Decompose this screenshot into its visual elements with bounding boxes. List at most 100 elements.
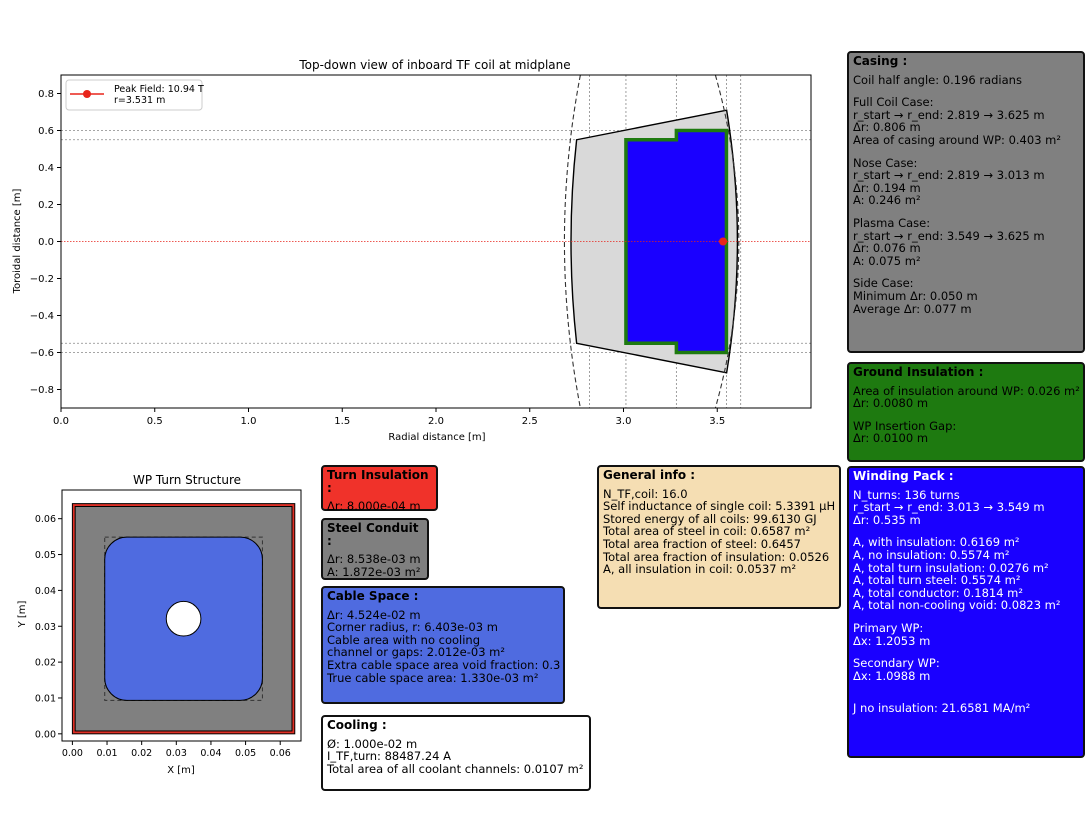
legend: Peak Field: 10.94 T r=3.531 m	[65, 79, 204, 111]
main-plot-ticks: 0.0 0.5 1.0 1.5 2.0 2.5 3.0 3.5 0.8 0.6 0.4 0.2 0.0 −…	[30, 89, 726, 427]
y-tick-label: 0.01	[35, 693, 56, 704]
nose-case-title: Nose Case:	[853, 155, 918, 170]
legend-label: r=3.531 m	[114, 95, 165, 106]
wp-plot-xlabel: X [m]	[167, 765, 195, 776]
general-insulation-area: A, all insulation in coil: 0.0537 m²	[603, 562, 797, 577]
plasma-case-dr: Δr: 0.076 m	[853, 241, 921, 256]
y-tick-label: −0.8	[30, 385, 54, 396]
wp-plot-frame	[61, 489, 302, 742]
secondary-wp-dx: Δx: 1.0988 m	[853, 668, 931, 683]
steel-conduit-area: A: 1.872e-03 m²	[327, 564, 421, 579]
x-tick-label: 0.04	[200, 748, 221, 759]
primary-wp-dx: Δx: 1.2053 m	[853, 633, 931, 648]
secondary-wp-title: Secondary WP:	[853, 656, 940, 671]
general-energy: Stored energy of all coils: 99.6130 GJ	[603, 511, 817, 526]
x-tick-label: 0.00	[62, 748, 83, 759]
y-tick-label: 0.2	[38, 200, 54, 211]
main-plot-ylabel: Toroidal distance [m]	[12, 188, 23, 294]
x-tick-label: 1.0	[241, 416, 257, 427]
nose-case-r: r_start → r_end: 2.819 → 3.013 m	[853, 168, 1045, 183]
primary-wp-title: Primary WP:	[853, 620, 924, 635]
legend-label: Peak Field: 10.94 T	[114, 84, 204, 95]
nose-case-dr: Δr: 0.194 m	[853, 180, 921, 195]
cable-space-shape	[104, 536, 263, 701]
turn-insulation-title: Turn Insulation :	[327, 468, 429, 495]
ground-area: Area of insulation around WP: 0.026 m²	[853, 383, 1080, 398]
x-tick-label: 3.0	[616, 416, 632, 427]
casing-panel: Casing : Coil half angle: 0.196 radians …	[847, 51, 1085, 353]
side-case-min: Minimum Δr: 0.050 m	[853, 288, 978, 303]
general-info-panel: General info : N_TF,coil: 16.0 Self indu…	[597, 465, 841, 609]
turn-insulation-panel: Turn Insulation : Δr: 8.000e-04 m	[321, 465, 438, 514]
cable-area-line2: channel or gaps: 2.012e-03 m²	[327, 645, 505, 660]
steel-conduit-dr: Δr: 8.538e-03 m	[327, 552, 421, 567]
x-tick-label: 0.02	[131, 748, 152, 759]
inner-radius-arc	[563, 74, 581, 409]
wp-plot-ylabel: Y [m]	[17, 600, 28, 628]
cable-space-bound	[104, 536, 263, 701]
cable-space-dr: Δr: 4.524e-02 m	[327, 607, 421, 622]
general-n-coils: N_TF,coil: 16.0	[603, 486, 688, 501]
nose-case-area: A: 0.246 m²	[853, 193, 921, 208]
cooling-area: Total area of all coolant channels: 0.01…	[327, 761, 584, 776]
ground-title: Ground Insulation :	[853, 365, 984, 379]
y-tick-label: 0.4	[38, 163, 54, 174]
x-tick-label: 3.5	[709, 416, 725, 427]
winding-turn-ins: A, total turn insulation: 0.0276 m²	[853, 560, 1049, 575]
x-tick-label: 2.0	[428, 416, 444, 427]
full-case-area: Area of casing around WP: 0.403 m²	[853, 132, 1061, 147]
casing-title: Casing :	[853, 54, 908, 68]
cable-space-title: Cable Space :	[327, 589, 419, 603]
x-tick-label: 2.5	[522, 416, 538, 427]
cooling-panel: Cooling : Ø: 1.000e-02 m I_TF,turn: 8848…	[321, 715, 591, 791]
cable-space-panel: Cable Space : Δr: 4.524e-02 m Corner rad…	[321, 586, 565, 704]
main-plot-xlabel: Radial distance [m]	[388, 432, 485, 443]
turn-insulation-dr: Δr: 8.000e-04 m	[327, 499, 421, 514]
main-plot: Top-down view of inboard TF coil at midp…	[12, 58, 812, 443]
x-tick-label: 0.5	[147, 416, 163, 427]
x-tick-label: 0.05	[235, 748, 256, 759]
winding-pack-panel: Winding Pack : N_turns: 136 turns r_star…	[847, 466, 1085, 758]
plasma-case-area: A: 0.075 m²	[853, 253, 921, 268]
cable-void-fraction: Extra cable space area void fraction: 0.…	[327, 657, 561, 672]
insertion-gap-dr: Δr: 0.0100 m	[853, 431, 929, 446]
main-plot-title: Top-down view of inboard TF coil at midp…	[298, 58, 570, 72]
y-tick-label: 0.8	[38, 89, 54, 100]
y-tick-label: −0.4	[30, 311, 54, 322]
wp-plot-area	[71, 503, 296, 735]
y-tick-label: 0.05	[35, 550, 56, 561]
legend-marker	[83, 90, 91, 98]
peak-field-point	[719, 237, 728, 246]
winding-void: A, total non-cooling void: 0.0823 m²	[853, 598, 1061, 613]
plasma-case-r: r_start → r_end: 3.549 → 3.625 m	[853, 228, 1045, 243]
turn-insulation-shape	[71, 503, 296, 735]
winding-turns: N_turns: 136 turns	[853, 487, 960, 502]
winding-conductor: A, total conductor: 0.1814 m²	[853, 585, 1023, 600]
y-tick-label: 0.6	[38, 126, 54, 137]
wp-plot-title: WP Turn Structure	[133, 473, 241, 487]
y-tick-label: −0.6	[30, 348, 54, 359]
steel-conduit-title: Steel Conduit :	[327, 521, 419, 548]
cooling-diameter: Ø: 1.000e-02 m	[327, 736, 418, 751]
full-case-title: Full Coil Case:	[853, 95, 934, 110]
winding-area-with: A, with insulation: 0.6169 m²	[853, 535, 1020, 550]
y-tick-label: 0.04	[35, 586, 56, 597]
cable-true-area: True cable space area: 1.330e-03 m²	[327, 670, 539, 685]
x-tick-label: 0.0	[53, 416, 69, 427]
cooling-channel	[165, 600, 202, 637]
general-steel-area: Total area of steel in coil: 0.6587 m²	[603, 524, 811, 539]
full-case-dr: Δr: 0.806 m	[853, 120, 921, 135]
winding-dr: Δr: 0.535 m	[853, 512, 921, 527]
winding-area-no: A, no insulation: 0.5574 m²	[853, 547, 1010, 562]
y-tick-label: 0.02	[35, 658, 56, 669]
cable-area-line1: Cable area with no cooling	[327, 632, 481, 647]
outer-radius-arc	[714, 74, 740, 409]
side-case-avg: Average Δr: 0.077 m	[853, 301, 972, 316]
y-tick-label: 0.06	[35, 514, 56, 525]
x-tick-label: 0.06	[270, 748, 291, 759]
plasma-case-title: Plasma Case:	[853, 215, 931, 230]
y-tick-label: 0.03	[35, 622, 56, 633]
winding-title: Winding Pack :	[853, 469, 954, 483]
cable-corner-radius: Corner radius, r: 6.403e-03 m	[327, 620, 498, 635]
winding-turn-steel: A, total turn steel: 0.5574 m²	[853, 573, 1021, 588]
